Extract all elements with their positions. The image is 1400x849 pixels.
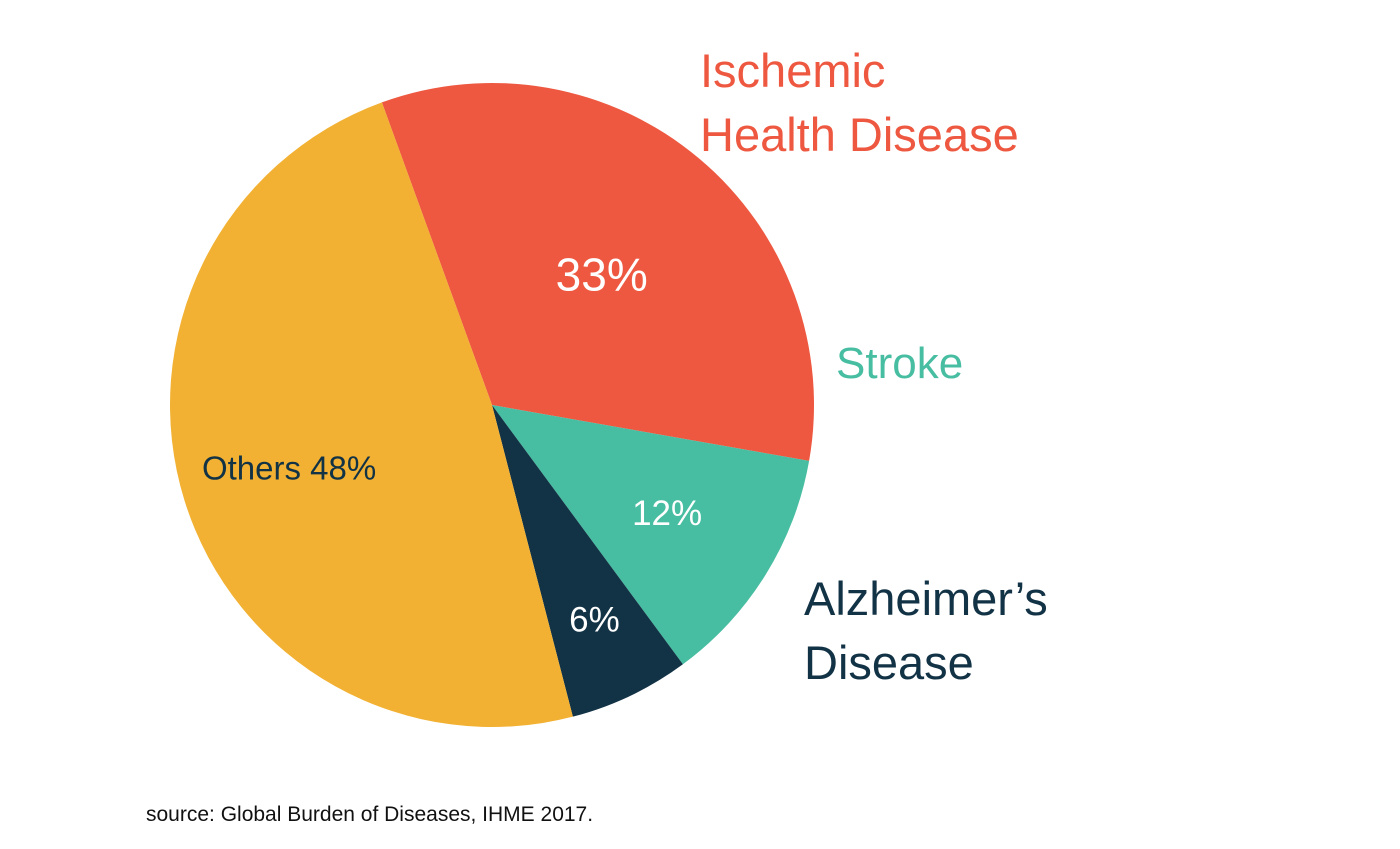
slice-value-label-1: 12% [632, 494, 702, 533]
pie-slice-2 [492, 405, 683, 717]
pie-slice-1 [492, 405, 810, 665]
slice-value-label-0: 33% [556, 248, 648, 300]
slice-category-label-0: Ischemic Health Disease [700, 44, 1019, 161]
slice-category-line-2-1: Disease [804, 636, 974, 689]
slice-category-line-0-1: Health Disease [700, 108, 1019, 161]
slice-category-label-2: Alzheimer’s Disease [804, 572, 1048, 689]
pie-slice-3 [169, 102, 573, 728]
source-note: source: Global Burden of Diseases, IHME … [146, 803, 594, 826]
slice-value-label-2: 6% [569, 601, 620, 640]
slice-category-line-2-0: Alzheimer’s [804, 572, 1048, 625]
slice-category-label-1: Stroke [836, 339, 963, 388]
pie-category-labels: Ischemic Health Disease Stroke Alzheimer’s D… [700, 44, 1048, 689]
pie-slice-0 [381, 83, 814, 461]
slice-value-label-3: Others 48% [202, 450, 376, 487]
pie-slices [169, 83, 814, 728]
pie-value-labels: 33% 12% 6% Others 48% [202, 248, 702, 639]
slice-category-line-1-0: Stroke [836, 339, 963, 388]
slice-category-line-0-0: Ischemic [700, 44, 885, 97]
